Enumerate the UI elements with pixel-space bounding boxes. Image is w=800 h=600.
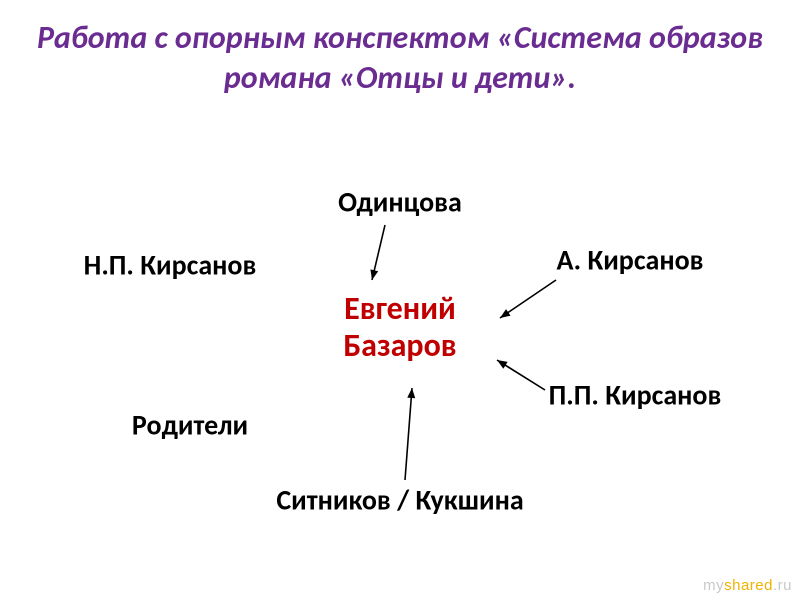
watermark-suffix: .ru bbox=[773, 577, 792, 594]
sat-pp-kirsanov: П.П. Кирсанов bbox=[549, 378, 722, 413]
sat-np-kirsanov: Н.П. Кирсанов bbox=[84, 248, 257, 283]
watermark: myshared.ru bbox=[703, 577, 792, 594]
watermark-prefix: my bbox=[703, 577, 724, 594]
watermark-accent: shared bbox=[724, 577, 773, 594]
slide: Работа с опорным конспектом «Система обр… bbox=[0, 0, 800, 600]
sat-roditeli: Родители bbox=[132, 408, 248, 443]
sat-a-kirsanov: А. Кирсанов bbox=[556, 243, 703, 278]
slide-title: Работа с опорным конспектом «Система обр… bbox=[0, 18, 800, 98]
sat-odintsova: Одинцова bbox=[338, 185, 462, 220]
center-node-bazarov: Евгений Базаров bbox=[310, 291, 490, 365]
sat-sitnikov: Ситников / Кукшина bbox=[276, 483, 523, 518]
